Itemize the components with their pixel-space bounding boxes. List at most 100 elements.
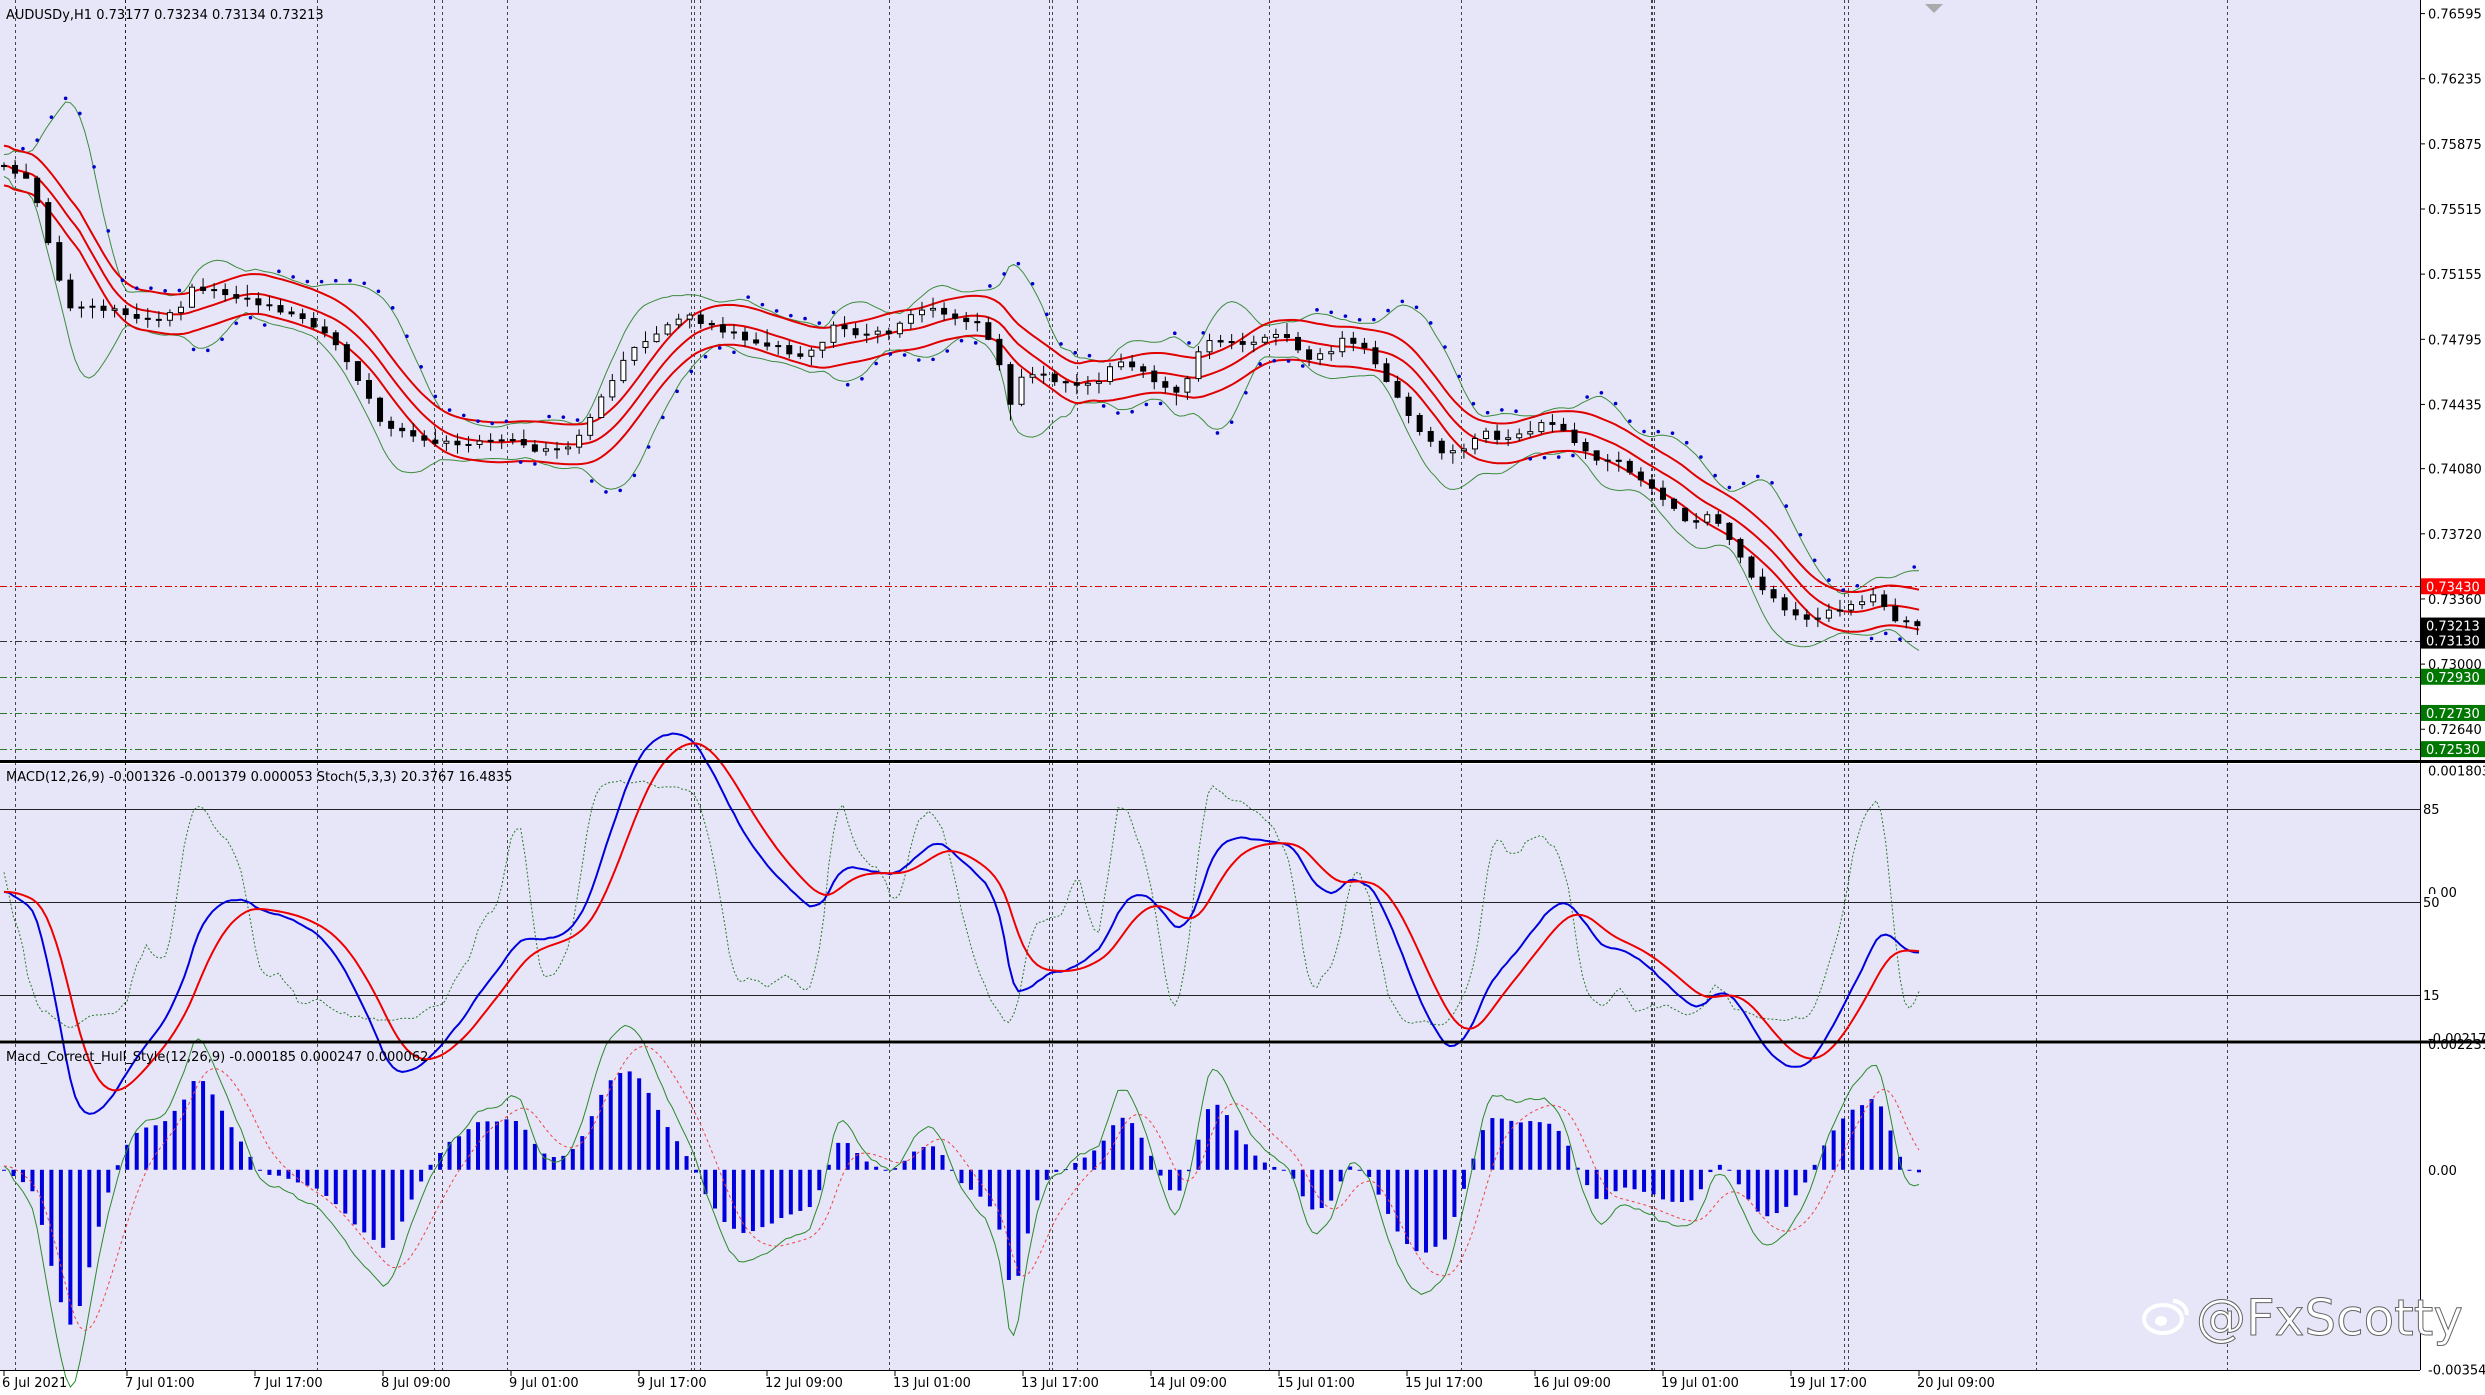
histogram-bar bbox=[1414, 1169, 1419, 1252]
price-scale[interactable]: 0.76595 0.76235 0.75875 0.75515 0.75155 0.747… bbox=[2420, 8, 2485, 759]
psar-dot bbox=[1542, 455, 1547, 460]
candle-body bbox=[23, 172, 30, 179]
histogram-bar bbox=[1300, 1169, 1305, 1197]
psar-dot bbox=[1357, 317, 1362, 322]
candle-body bbox=[498, 439, 505, 442]
candle-body bbox=[1405, 396, 1412, 416]
candle-body bbox=[222, 289, 229, 296]
histogram-bar bbox=[96, 1169, 101, 1227]
psar-dot bbox=[575, 418, 580, 422]
psar-dot bbox=[1883, 631, 1888, 636]
psar-dot bbox=[518, 460, 523, 464]
psar-dot bbox=[177, 288, 182, 293]
psar-dot bbox=[49, 115, 54, 119]
candle-body bbox=[830, 324, 837, 343]
histogram-bar bbox=[1262, 1162, 1267, 1170]
candle-body bbox=[1682, 507, 1689, 522]
histogram-bar bbox=[750, 1169, 755, 1232]
histogram-bar bbox=[419, 1169, 424, 1182]
macd-tick-label: 0.001803 bbox=[2428, 765, 2485, 780]
candle-body bbox=[1825, 609, 1832, 619]
histogram-bar bbox=[68, 1169, 73, 1325]
candle-body bbox=[310, 317, 317, 328]
time-tick-label: 19 Jul 17:00 bbox=[1789, 1376, 1867, 1391]
main-price-panel[interactable] bbox=[0, 0, 2420, 760]
histogram-bar bbox=[836, 1142, 841, 1170]
histogram-bar bbox=[457, 1136, 462, 1170]
psar-dot bbox=[1514, 409, 1518, 414]
candle-body bbox=[1427, 430, 1434, 442]
psar-dot bbox=[1713, 473, 1717, 478]
psar-dot bbox=[1386, 308, 1390, 313]
psar-dot bbox=[547, 414, 551, 419]
histogram-bar bbox=[1480, 1130, 1485, 1170]
histogram-bar bbox=[1177, 1169, 1182, 1191]
candle-body bbox=[686, 314, 693, 320]
candle-body bbox=[399, 427, 406, 432]
psar-dot bbox=[675, 389, 679, 394]
candle-body bbox=[941, 307, 948, 315]
psar-dot bbox=[120, 278, 125, 283]
candle-body bbox=[1870, 594, 1877, 603]
histogram-bar bbox=[172, 1110, 177, 1170]
histogram-bar bbox=[400, 1169, 405, 1222]
histogram-bar bbox=[134, 1132, 139, 1170]
histogram-bar bbox=[826, 1164, 831, 1170]
candle-body bbox=[299, 313, 306, 319]
hull-scale[interactable]: 0.002231 0.00 -0.003547 bbox=[2428, 1038, 2485, 1378]
candle-body bbox=[863, 333, 870, 336]
candle-body bbox=[1483, 430, 1490, 439]
psar-dot bbox=[1798, 532, 1803, 537]
psar-dot bbox=[689, 369, 694, 374]
psar-dot bbox=[632, 473, 637, 478]
macd-signal-line bbox=[3, 742, 1920, 1092]
histogram-bar bbox=[352, 1169, 357, 1225]
candle-body bbox=[1726, 522, 1733, 540]
psar-dot bbox=[1400, 299, 1405, 304]
candle-body bbox=[841, 324, 848, 330]
psar-dot bbox=[1073, 350, 1078, 355]
triangle-down-icon[interactable] bbox=[1925, 4, 1943, 13]
psar-dot bbox=[703, 354, 708, 359]
psar-dot bbox=[888, 352, 893, 356]
candle-body bbox=[587, 416, 594, 436]
psar-dot bbox=[78, 111, 82, 116]
candle-body bbox=[1339, 337, 1346, 353]
candle-body bbox=[1803, 614, 1810, 620]
candle-body bbox=[1062, 381, 1069, 384]
histogram-bar bbox=[1499, 1118, 1504, 1170]
psar-dot bbox=[490, 421, 495, 426]
price-label-box bbox=[2421, 578, 2485, 595]
stoch-level-label: 15 bbox=[2423, 989, 2440, 1004]
histogram-bar bbox=[921, 1146, 926, 1170]
psar-dot bbox=[1172, 331, 1177, 336]
histogram-bar bbox=[1860, 1105, 1865, 1170]
psar-dot bbox=[1144, 402, 1149, 407]
histogram-bar bbox=[1025, 1169, 1030, 1234]
stoch-level-box bbox=[2421, 894, 2441, 910]
psar-dot bbox=[21, 146, 25, 151]
histogram-bar bbox=[1679, 1169, 1684, 1203]
histogram-bar bbox=[1812, 1164, 1817, 1170]
psar-dot bbox=[1244, 390, 1248, 395]
histogram-bar bbox=[1243, 1144, 1248, 1170]
histogram-bar bbox=[987, 1169, 992, 1207]
candle-body bbox=[1140, 366, 1147, 372]
psar-dot bbox=[390, 306, 395, 310]
histogram-bar bbox=[1130, 1123, 1135, 1170]
psar-dot bbox=[604, 490, 608, 494]
candle-body bbox=[343, 344, 350, 363]
histogram-bar bbox=[229, 1127, 234, 1170]
histogram-bar bbox=[1746, 1169, 1751, 1200]
histogram-bar bbox=[1054, 1169, 1059, 1172]
time-axis[interactable]: 6 Jul 2021 7 Jul 01:00 7 Jul 17:00 8 Jul 09… bbox=[2, 1370, 1995, 1391]
candle-body bbox=[1494, 430, 1501, 440]
candle-body bbox=[122, 308, 129, 316]
histogram-bar bbox=[362, 1169, 367, 1233]
candle-body bbox=[797, 353, 804, 357]
price-label-box bbox=[2421, 632, 2485, 649]
time-tick-label: 20 Jul 09:00 bbox=[1917, 1376, 1995, 1391]
